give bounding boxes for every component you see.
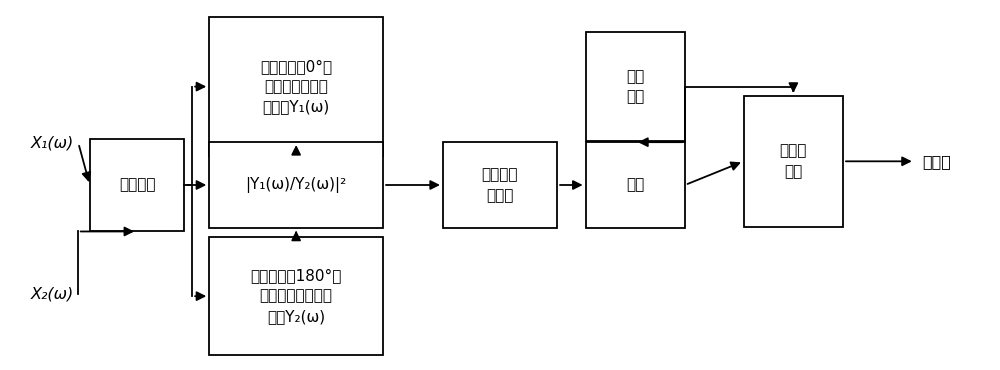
Bar: [443, 142, 557, 228]
Text: X₂(ω): X₂(ω): [31, 287, 74, 302]
Text: 掩蔽値: 掩蔽値: [923, 154, 952, 169]
Text: |Y₁(ω)/Y₂(ω)|²: |Y₁(ω)/Y₂(ω)|²: [246, 177, 347, 193]
Text: 阈値: 阈値: [626, 178, 644, 192]
Bar: [209, 237, 383, 355]
Bar: [209, 142, 383, 228]
Bar: [744, 96, 843, 227]
Bar: [209, 17, 383, 156]
Text: 构造方向
性函数: 构造方向 性函数: [482, 167, 518, 203]
Text: 计算零点在180°时
波束形成图的幅频
响应Y₂(ω): 计算零点在180°时 波束形成图的幅频 响应Y₂(ω): [250, 268, 342, 324]
Text: 计算零点在0°时
波束形成图的幅
频响应Y₁(ω): 计算零点在0°时 波束形成图的幅 频响应Y₁(ω): [260, 59, 332, 114]
Bar: [586, 142, 685, 228]
Bar: [90, 138, 184, 232]
Text: 幅度对齐: 幅度对齐: [119, 178, 155, 192]
Text: X₁(ω): X₁(ω): [31, 135, 74, 151]
Text: 主瓣
宽度: 主瓣 宽度: [626, 69, 644, 104]
Text: 归一化
映射: 归一化 映射: [780, 144, 807, 179]
Bar: [586, 32, 685, 141]
